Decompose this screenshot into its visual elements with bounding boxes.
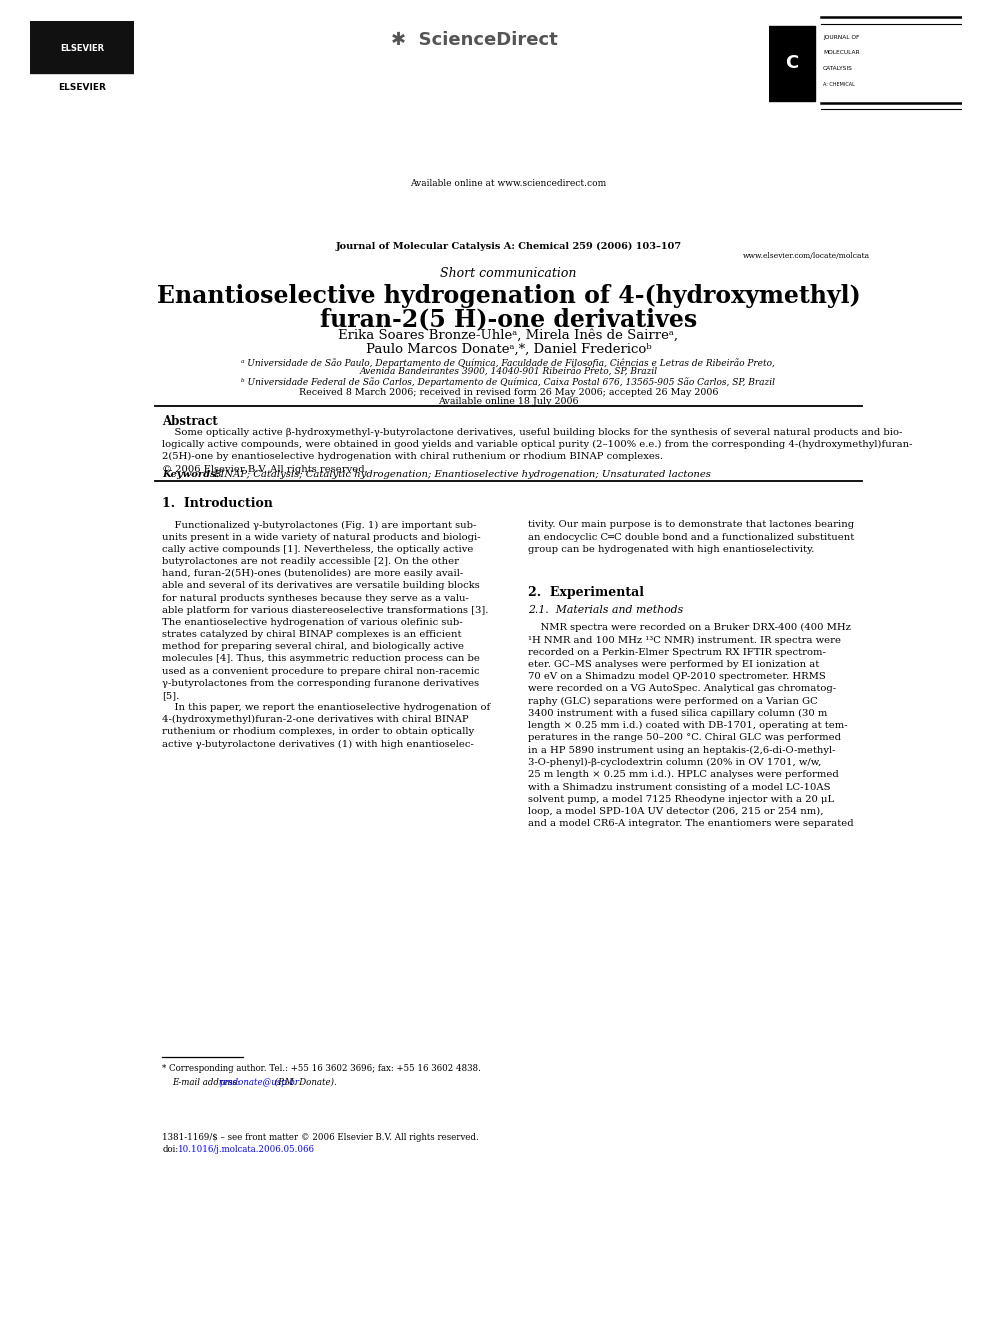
Text: Available online 18 July 2006: Available online 18 July 2006	[438, 397, 578, 406]
Text: Avenida Bandeirantes 3900, 14040-901 Ribeirão Preto, SP, Brazil: Avenida Bandeirantes 3900, 14040-901 Rib…	[359, 368, 658, 377]
Bar	[30, 21, 134, 73]
Text: Abstract: Abstract	[163, 415, 218, 429]
Text: ✱  ScienceDirect: ✱ ScienceDirect	[391, 32, 558, 49]
Text: NMR spectra were recorded on a Bruker DRX-400 (400 MHz
¹H NMR and 100 MHz ¹³C NM: NMR spectra were recorded on a Bruker DR…	[528, 623, 853, 828]
Text: MOLECULAR: MOLECULAR	[823, 50, 860, 56]
Text: JOURNAL OF: JOURNAL OF	[823, 34, 859, 40]
Text: 1381-1169/$ – see front matter © 2006 Elsevier B.V. All rights reserved.: 1381-1169/$ – see front matter © 2006 El…	[163, 1132, 479, 1142]
Text: CATALYSIS: CATALYSIS	[823, 66, 853, 71]
Text: pmdonate@usp.br: pmdonate@usp.br	[219, 1078, 300, 1086]
Text: Erika Soares Bronze-Uhleᵃ, Mirela Inês de Sairreᵃ,: Erika Soares Bronze-Uhleᵃ, Mirela Inês d…	[338, 329, 679, 341]
Text: Available online at www.sciencedirect.com: Available online at www.sciencedirect.co…	[411, 179, 606, 188]
Text: Keywords:: Keywords:	[163, 471, 220, 479]
Text: * Corresponding author. Tel.: +55 16 3602 3696; fax: +55 16 3602 4838.: * Corresponding author. Tel.: +55 16 360…	[163, 1065, 481, 1073]
Text: Paulo Marcos Donateᵃ,*, Daniel Fredericoᵇ: Paulo Marcos Donateᵃ,*, Daniel Frederico…	[366, 343, 651, 356]
Text: BINAP; Catalysis; Catalytic hydrogenation; Enantioselective hydrogenation; Unsat: BINAP; Catalysis; Catalytic hydrogenatio…	[213, 471, 711, 479]
Text: Journal of Molecular Catalysis A: Chemical 259 (2006) 103–107: Journal of Molecular Catalysis A: Chemic…	[335, 242, 682, 251]
Bar	[769, 26, 815, 101]
Text: E-mail address:: E-mail address:	[172, 1078, 242, 1086]
Text: 2.1.  Materials and methods: 2.1. Materials and methods	[528, 605, 682, 615]
Text: doi:: doi:	[163, 1144, 179, 1154]
Text: Some optically active β-hydroxymethyl-γ-butyrolactone derivatives, useful buildi: Some optically active β-hydroxymethyl-γ-…	[163, 427, 913, 474]
Text: ᵇ Universidade Federal de São Carlos, Departamento de Química, Caixa Postal 676,: ᵇ Universidade Federal de São Carlos, De…	[241, 377, 776, 386]
Text: 2.  Experimental: 2. Experimental	[528, 586, 644, 598]
Text: 10.1016/j.molcata.2006.05.066: 10.1016/j.molcata.2006.05.066	[178, 1144, 314, 1154]
Text: (P.M. Donate).: (P.M. Donate).	[272, 1078, 336, 1086]
Text: Functionalized γ-butyrolactones (Fig. 1) are important sub-
units present in a w: Functionalized γ-butyrolactones (Fig. 1)…	[163, 520, 491, 749]
Text: ELSEVIER: ELSEVIER	[58, 83, 106, 93]
Text: www.elsevier.com/locate/molcata: www.elsevier.com/locate/molcata	[743, 253, 870, 261]
Text: Short communication: Short communication	[440, 267, 576, 279]
Text: A: CHEMICAL: A: CHEMICAL	[823, 82, 855, 87]
Text: tivity. Our main purpose is to demonstrate that lactones bearing
an endocyclic C: tivity. Our main purpose is to demonstra…	[528, 520, 854, 554]
Text: ELSEVIER: ELSEVIER	[60, 44, 104, 53]
Text: C: C	[786, 54, 799, 73]
Text: ᵃ Universidade de São Paulo, Departamento de Química, Faculdade de Filosofia, Ci: ᵃ Universidade de São Paulo, Departament…	[241, 359, 776, 368]
Text: furan-2(5 H)-one derivatives: furan-2(5 H)-one derivatives	[319, 307, 697, 332]
Text: Enantioselective hydrogenation of 4-(hydroxymethyl): Enantioselective hydrogenation of 4-(hyd…	[157, 284, 860, 308]
Text: 1.  Introduction: 1. Introduction	[163, 497, 274, 509]
Text: Received 8 March 2006; received in revised form 26 May 2006; accepted 26 May 200: Received 8 March 2006; received in revis…	[299, 388, 718, 397]
